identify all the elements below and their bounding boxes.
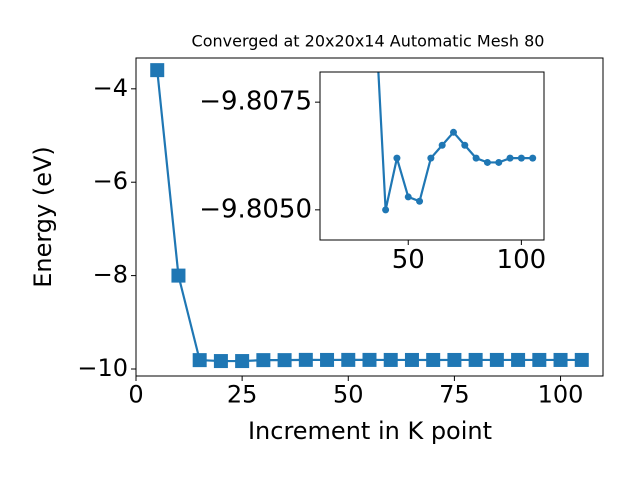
data-point: [416, 197, 424, 205]
x-tick-label: 25: [227, 380, 258, 408]
y-axis-label: Energy (eV): [29, 146, 57, 288]
y-tick-label: −9.8075: [199, 87, 312, 117]
axes-frame: [135, 57, 604, 377]
data-point: [383, 352, 398, 367]
data-point: [256, 353, 271, 368]
data-point: [532, 352, 547, 367]
data-point: [511, 352, 526, 367]
x-tick-label: 75: [439, 380, 470, 408]
y-tick-label: −9.8050: [199, 194, 312, 224]
data-point: [461, 141, 469, 149]
x-tick-label: 100: [497, 245, 547, 275]
data-point: [517, 154, 525, 162]
chart-title: Converged at 20x20x14 Automatic Mesh 80: [192, 32, 545, 51]
data-point: [362, 352, 377, 367]
data-point: [427, 154, 435, 162]
data-point: [438, 141, 446, 149]
data-point: [447, 352, 462, 367]
data-point: [192, 353, 207, 368]
data-point: [298, 352, 313, 367]
y-tick-label: −10: [77, 354, 128, 382]
data-point: [506, 154, 514, 162]
x-tick-label: 0: [128, 380, 143, 408]
data-point: [235, 354, 250, 369]
data-point: [393, 154, 401, 162]
x-tick-label: 50: [392, 245, 425, 275]
data-point: [320, 352, 335, 367]
plot-layer: [377, 72, 537, 214]
axes-frame: [319, 71, 545, 241]
data-point: [277, 353, 292, 368]
data-point: [171, 268, 186, 283]
data-point: [404, 193, 412, 201]
data-point: [472, 154, 480, 162]
y-tick-label: −4: [93, 74, 128, 102]
y-tick-label: −8: [93, 261, 128, 289]
data-point: [495, 158, 503, 166]
data-point: [341, 352, 356, 367]
data-point: [489, 352, 504, 367]
data-point: [213, 354, 228, 369]
data-point: [529, 154, 537, 162]
data-point: [426, 352, 441, 367]
x-tick-label: 50: [333, 380, 364, 408]
plot-layer: [150, 63, 589, 369]
data-point: [574, 352, 589, 367]
data-point: [150, 63, 165, 78]
data-point: [468, 352, 483, 367]
x-tick-label: 100: [538, 380, 584, 408]
y-tick-label: −6: [93, 167, 128, 195]
data-point: [404, 352, 419, 367]
data-point: [449, 128, 457, 136]
x-axis-label: Increment in K point: [248, 417, 492, 445]
data-point: [483, 158, 491, 166]
data-point: [553, 352, 568, 367]
data-point: [382, 206, 390, 214]
